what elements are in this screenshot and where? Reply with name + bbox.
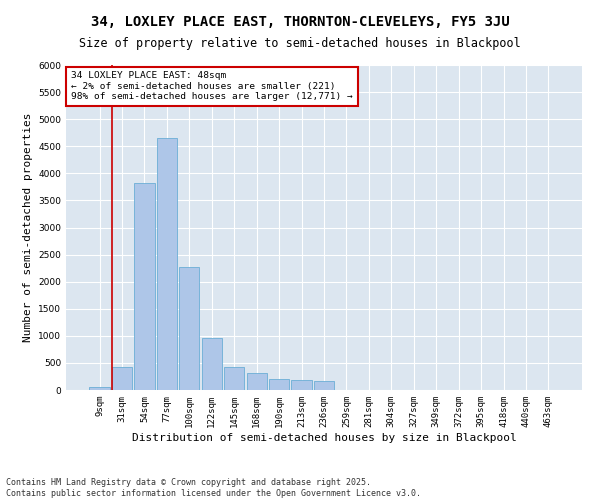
- Text: Contains HM Land Registry data © Crown copyright and database right 2025.
Contai: Contains HM Land Registry data © Crown c…: [6, 478, 421, 498]
- Bar: [89, 388, 110, 390]
- Y-axis label: Number of semi-detached properties: Number of semi-detached properties: [23, 113, 32, 342]
- Bar: [269, 379, 289, 390]
- Text: 34 LOXLEY PLACE EAST: 48sqm
← 2% of semi-detached houses are smaller (221)
98% o: 34 LOXLEY PLACE EAST: 48sqm ← 2% of semi…: [71, 72, 353, 102]
- Bar: [134, 183, 155, 390]
- Text: 34, LOXLEY PLACE EAST, THORNTON-CLEVELEYS, FY5 3JU: 34, LOXLEY PLACE EAST, THORNTON-CLEVELEY…: [91, 15, 509, 29]
- Bar: [247, 372, 267, 390]
- Bar: [314, 381, 334, 390]
- Bar: [179, 266, 199, 390]
- Bar: [224, 366, 244, 390]
- Bar: [202, 338, 222, 390]
- Bar: [292, 380, 311, 390]
- Bar: [112, 366, 132, 390]
- Bar: [157, 138, 177, 390]
- X-axis label: Distribution of semi-detached houses by size in Blackpool: Distribution of semi-detached houses by …: [131, 432, 517, 442]
- Text: Size of property relative to semi-detached houses in Blackpool: Size of property relative to semi-detach…: [79, 38, 521, 51]
